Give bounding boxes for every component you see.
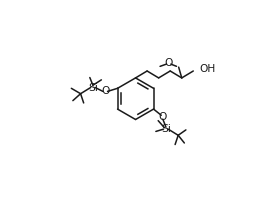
Text: OH: OH [199, 65, 216, 75]
Text: Si: Si [88, 83, 98, 92]
Text: Si: Si [161, 124, 171, 134]
Text: O: O [101, 86, 110, 96]
Text: O: O [159, 112, 167, 122]
Text: O: O [165, 58, 173, 68]
